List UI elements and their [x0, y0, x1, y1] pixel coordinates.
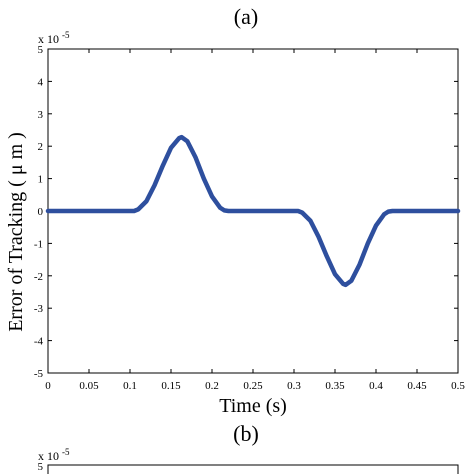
x-tick-label: 0.45 — [407, 380, 427, 392]
y-tick-label: -3 — [34, 303, 44, 315]
panel-b-label: (b) — [233, 421, 259, 446]
y-multiplier-base-b: x 10 — [38, 449, 59, 463]
y-tick-label: -2 — [34, 271, 43, 283]
y-tick-label: -5 — [34, 368, 44, 380]
x-tick-label: 0.4 — [369, 380, 383, 392]
series-line — [45, 134, 461, 288]
x-tick-label: 0.1 — [123, 380, 137, 392]
y-tick-label: 2 — [38, 141, 44, 153]
y-tick-label: 0 — [38, 206, 44, 218]
y-tick-label: 5 — [38, 44, 44, 56]
x-tick-label: 0.5 — [451, 380, 465, 392]
y-tick-label: 3 — [38, 109, 44, 121]
y-tick-label: 1 — [38, 174, 44, 186]
x-tick-label: 0.35 — [325, 380, 345, 392]
x-tick-label: 0.05 — [79, 380, 99, 392]
y-multiplier-exp-b: -5 — [62, 447, 70, 457]
panel-a-label: (a) — [234, 4, 258, 29]
x-tick-label: 0.2 — [205, 380, 219, 392]
y-tick-label-b-5: 5 — [38, 461, 44, 473]
x-tick-label: 0.25 — [243, 380, 263, 392]
y-axis-label: Error of Tracking ( μ m ) — [5, 132, 27, 332]
y-tick-label: 4 — [38, 76, 44, 88]
y-tick-label: -1 — [34, 238, 43, 250]
y-multiplier-base-a: x 10 — [38, 32, 59, 46]
x-tick-label: 0.3 — [287, 380, 301, 392]
x-ticks-a: 0 0.05 0.1 0.15 0.2 0.25 0.3 0.35 0.4 0.45 0.5 — [45, 49, 465, 392]
plot-area-b — [47, 464, 459, 474]
y-multiplier-a: x 10 -5 — [38, 30, 70, 46]
y-multiplier-exp-a: -5 — [62, 30, 70, 40]
y-multiplier-b: x 10 -5 — [38, 447, 70, 463]
x-axis-label: Time (s) — [219, 395, 287, 417]
series-layer-a — [45, 134, 461, 288]
x-tick-label: 0 — [45, 380, 51, 392]
y-ticks-a: -5 -4 -3 -2 -1 0 1 2 3 4 5 — [34, 44, 458, 380]
y-tick-label: -4 — [34, 336, 44, 348]
x-tick-label: 0.15 — [161, 380, 181, 392]
